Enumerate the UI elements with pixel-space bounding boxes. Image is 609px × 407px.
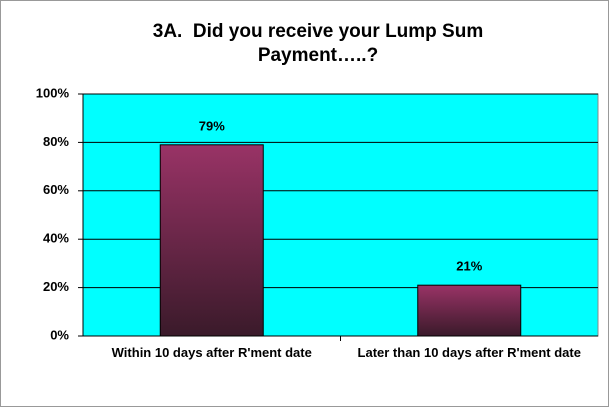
y-tick-label: 40% [43, 231, 69, 246]
y-tick-label: 0% [50, 327, 69, 342]
data-label: 79% [199, 118, 225, 133]
x-tick-label: Later than 10 days after R'ment date [357, 345, 581, 360]
bar [159, 144, 264, 337]
y-tick-label: 80% [43, 134, 69, 149]
x-tick-label: Within 10 days after R'ment date [111, 345, 312, 360]
bar [417, 284, 522, 337]
y-tick-label: 60% [43, 182, 69, 197]
chart-title: 3A. Did you receive your Lump Sum Paymen… [152, 21, 489, 66]
y-tick-label: 20% [43, 279, 69, 294]
data-label: 21% [456, 259, 482, 274]
y-tick-label: 100% [36, 85, 70, 100]
